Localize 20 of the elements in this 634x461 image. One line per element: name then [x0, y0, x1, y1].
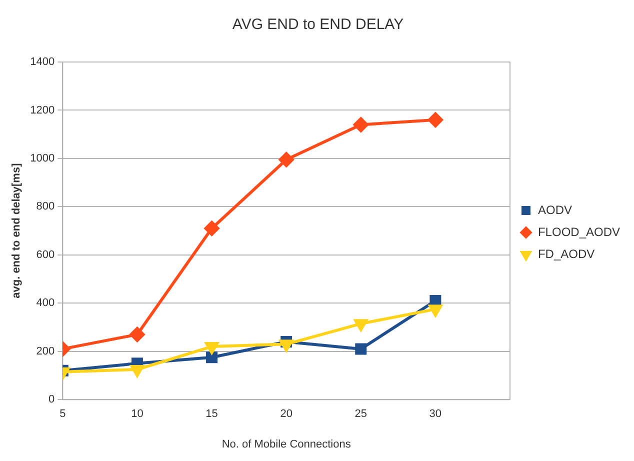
x-tick-label: 15: [206, 408, 218, 420]
y-tick-label: 800: [36, 200, 55, 213]
x-axis-title: No. of Mobile Connections: [222, 438, 352, 450]
y-tick-label: 200: [36, 345, 55, 358]
y-tick-label: 600: [36, 248, 55, 261]
y-tick-label: 0: [48, 394, 55, 406]
y-axis-title: avg. end to end delay[ms]: [10, 162, 23, 298]
y-tick-label: 1000: [30, 152, 55, 164]
y-tick-label: 1200: [30, 104, 55, 116]
x-tick-label: 10: [131, 408, 144, 420]
legend-label: FLOOD_AODV: [538, 224, 620, 239]
y-tick-label: 400: [36, 297, 55, 310]
chart-title: AVG END to END DELAY: [232, 16, 404, 34]
x-tick-label: 5: [60, 408, 66, 420]
x-tick-label: 30: [429, 408, 442, 420]
x-tick-label: 25: [354, 408, 367, 420]
y-tick-label: 1400: [30, 56, 55, 68]
x-tick-label: 20: [280, 408, 292, 420]
legend-label: FD_AODV: [538, 246, 595, 261]
legend-label: AODV: [538, 202, 572, 217]
